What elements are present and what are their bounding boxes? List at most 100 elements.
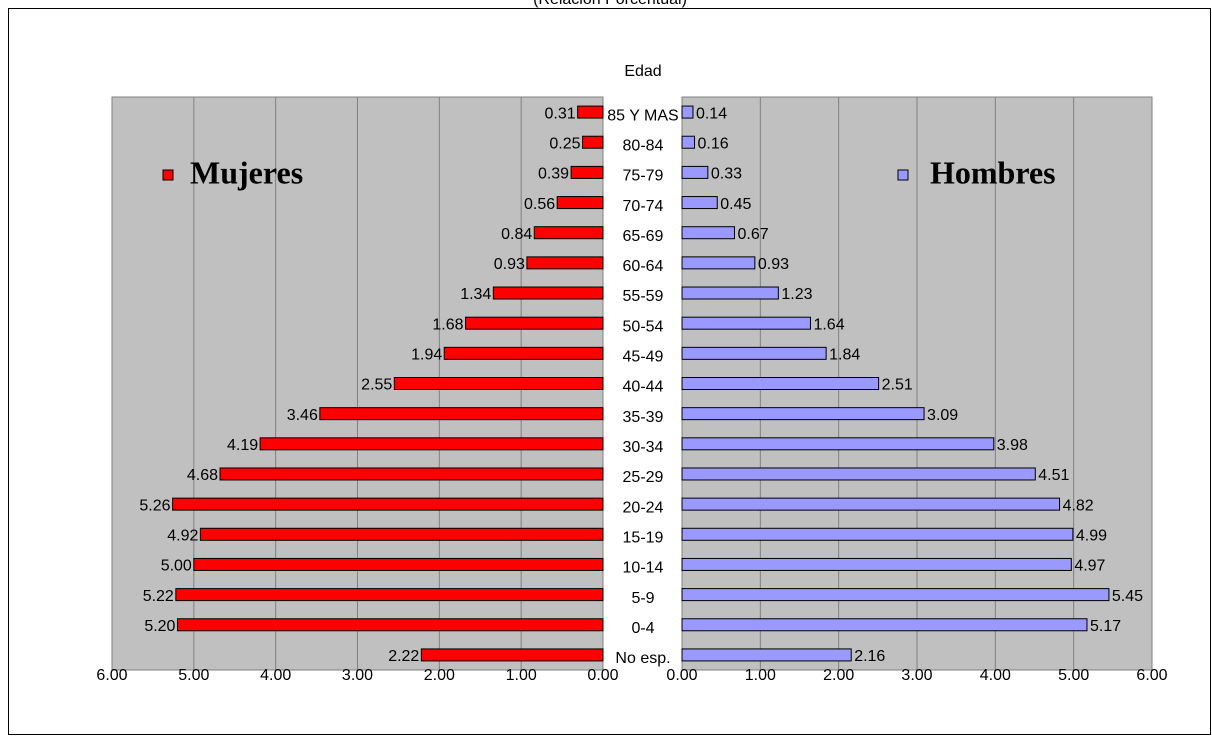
bar <box>681 286 779 300</box>
category-label: 80-84 <box>623 137 664 154</box>
value-label: 2.51 <box>882 377 913 394</box>
bar <box>681 497 1061 511</box>
category-label: 15-19 <box>623 530 664 547</box>
x-tick-label: 4.00 <box>980 667 1011 684</box>
bar <box>582 135 604 149</box>
bar <box>172 497 604 511</box>
category-label: 50-54 <box>623 318 664 335</box>
category-label: 20-24 <box>623 499 664 516</box>
value-label: 1.23 <box>781 286 812 303</box>
x-tick-label: 0.00 <box>666 667 697 684</box>
bar <box>259 437 604 451</box>
value-label: 4.99 <box>1076 528 1107 545</box>
value-label: 1.64 <box>813 316 844 333</box>
value-label: 4.92 <box>167 528 198 545</box>
chart-subtitle: (Relación Porcentual) <box>533 0 687 8</box>
category-label: 0-4 <box>631 620 654 637</box>
category-label: 75-79 <box>623 168 664 185</box>
value-label: 0.16 <box>698 135 729 152</box>
bar <box>681 648 852 662</box>
bar <box>175 588 604 602</box>
value-label: 0.84 <box>501 226 532 243</box>
value-label: 0.93 <box>758 256 789 273</box>
value-label: 5.20 <box>144 618 175 635</box>
x-tick-label: 2.00 <box>823 667 854 684</box>
x-tick-label: 4.00 <box>260 667 291 684</box>
bar <box>681 165 709 179</box>
value-label: 0.39 <box>538 166 569 183</box>
bar <box>681 105 694 119</box>
bar <box>219 467 604 481</box>
value-label: 0.14 <box>696 105 727 122</box>
value-label: 5.17 <box>1090 618 1121 635</box>
value-label: 5.26 <box>139 497 170 514</box>
x-tick-label: 5.00 <box>1058 667 1089 684</box>
category-label: No esp. <box>615 650 670 667</box>
value-label: 1.34 <box>460 286 491 303</box>
value-label: 2.22 <box>388 648 419 665</box>
category-label: 65-69 <box>623 228 664 245</box>
bar <box>681 407 925 421</box>
bar <box>319 407 604 421</box>
value-label: 0.25 <box>549 135 580 152</box>
value-label: 4.19 <box>227 437 258 454</box>
value-label: 3.98 <box>997 437 1028 454</box>
bar <box>681 557 1072 571</box>
category-label: 60-64 <box>623 258 664 275</box>
value-label: 1.94 <box>411 347 442 364</box>
legend-label: Hombres <box>930 154 1056 190</box>
bar <box>681 618 1088 632</box>
value-label: 0.93 <box>494 256 525 273</box>
value-label: 0.33 <box>711 166 742 183</box>
bar <box>681 256 756 270</box>
x-tick-label: 0.00 <box>587 667 618 684</box>
value-label: 3.09 <box>927 407 958 424</box>
value-label: 1.84 <box>829 347 860 364</box>
bar <box>533 226 604 240</box>
value-label: 4.82 <box>1063 497 1094 514</box>
bar <box>681 527 1074 541</box>
bar <box>443 346 604 360</box>
bar <box>570 165 604 179</box>
value-label: 0.56 <box>524 196 555 213</box>
value-label: 3.46 <box>287 407 318 424</box>
bar <box>681 588 1110 602</box>
bar <box>176 618 604 632</box>
value-label: 5.45 <box>1112 588 1143 605</box>
category-label: 5-9 <box>631 590 654 607</box>
bar <box>577 105 604 119</box>
legend-label: Mujeres <box>190 154 303 190</box>
bar <box>556 196 604 210</box>
value-label: 5.22 <box>143 588 174 605</box>
x-tick-label: 3.00 <box>901 667 932 684</box>
category-label: 85 Y MAS <box>607 107 678 124</box>
bar <box>681 196 718 210</box>
category-label: 70-74 <box>623 198 664 215</box>
x-tick-label: 1.00 <box>506 667 537 684</box>
axis-label: Edad <box>624 63 661 80</box>
value-label: 0.45 <box>720 196 751 213</box>
bar <box>193 557 604 571</box>
x-tick-label: 6.00 <box>1136 667 1167 684</box>
bar <box>681 316 811 330</box>
x-tick-label: 1.00 <box>745 667 776 684</box>
value-label: 0.31 <box>544 105 575 122</box>
value-label: 2.16 <box>854 648 885 665</box>
x-tick-label: 2.00 <box>424 667 455 684</box>
category-label: 40-44 <box>623 379 664 396</box>
frame <box>8 8 1211 735</box>
bar <box>199 527 604 541</box>
bar <box>681 467 1036 481</box>
value-label: 2.55 <box>361 377 392 394</box>
bar <box>681 226 735 240</box>
bar <box>393 377 604 390</box>
bar <box>492 286 604 300</box>
value-label: 4.68 <box>187 467 218 484</box>
bar <box>465 316 604 330</box>
x-tick-label: 6.00 <box>96 667 127 684</box>
value-label: 5.00 <box>161 558 192 575</box>
value-label: 0.67 <box>737 226 768 243</box>
bar <box>420 648 604 662</box>
category-label: 35-39 <box>623 409 664 426</box>
